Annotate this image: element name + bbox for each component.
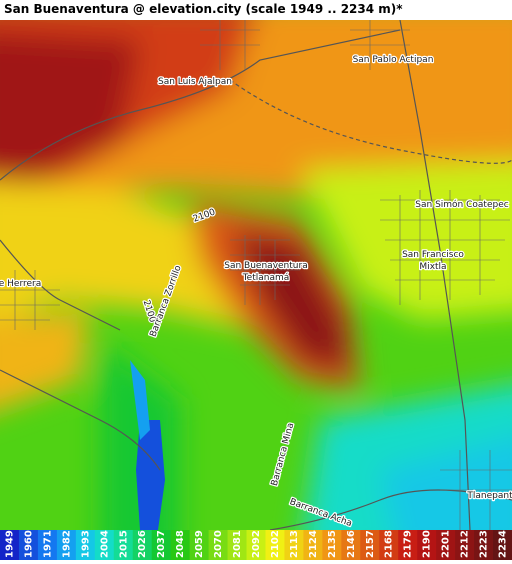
legend-label: 1993: [80, 530, 91, 558]
place-label: Tetlanamá: [242, 273, 290, 283]
legend-label: 2223: [479, 530, 490, 558]
place-label: e Herrera: [0, 279, 41, 289]
legend-label: 2092: [251, 530, 262, 558]
place-label: San Pablo Actipan: [353, 55, 434, 65]
place-label: Mixtla: [419, 262, 446, 272]
legend-swatch: [113, 530, 134, 560]
legend-label: 2135: [327, 530, 338, 558]
legend-label: 2234: [498, 530, 509, 558]
legend-label: 2124: [308, 530, 319, 558]
place-label: Tlanepant: [466, 491, 512, 501]
legend-swatch: [227, 530, 248, 560]
legend-swatch: [303, 530, 323, 560]
legend-label: 1971: [42, 530, 53, 558]
legend-swatch: [379, 530, 399, 560]
legend-label: 2113: [289, 530, 300, 558]
legend-swatch: [436, 530, 456, 560]
streets: [0, 20, 512, 530]
legend-swatch: [360, 530, 380, 560]
legend-swatch: [322, 530, 342, 560]
legend-swatch: [455, 530, 475, 560]
title: San Buenaventura @ elevation.city (scale…: [4, 2, 403, 16]
legend-label: 2015: [118, 530, 129, 558]
legend-label: 2190: [422, 530, 433, 558]
legend-swatch: [208, 530, 229, 560]
legend-label: 2081: [232, 530, 243, 558]
legend-label: 2179: [403, 530, 414, 558]
legend-label: 2168: [384, 530, 395, 558]
legend-swatch: [0, 530, 20, 560]
place-label: San Luis Ajalpan: [158, 77, 232, 87]
legend-swatch: [284, 530, 304, 560]
legend-swatch: [417, 530, 437, 560]
legend-swatch: [189, 530, 210, 560]
place-label: San Buenaventura: [224, 261, 307, 271]
legend-label: 2004: [99, 530, 110, 558]
legend-label: 2157: [365, 530, 376, 558]
legend-swatch: [341, 530, 361, 560]
place-label: San Simón Coatepec: [415, 199, 508, 210]
legend-label: 1960: [23, 530, 34, 558]
legend-swatch: [18, 530, 39, 560]
legend-swatch: [132, 530, 153, 560]
legend-label: 1949: [4, 530, 15, 558]
legend-swatch: [493, 530, 512, 560]
legend-label: 2212: [460, 530, 471, 558]
legend-swatch: [246, 530, 266, 560]
legend-label: 1982: [61, 530, 72, 558]
legend-label: 2201: [441, 530, 452, 558]
legend-label: 2048: [175, 530, 186, 558]
legend-swatch: [474, 530, 494, 560]
legend-swatch: [151, 530, 172, 560]
legend-swatch: [170, 530, 191, 560]
place-label: San Francisco: [402, 250, 464, 260]
legend-swatch: [94, 530, 115, 560]
legend-swatch: [37, 530, 58, 560]
legend-label: 2059: [194, 530, 205, 558]
legend-label: 2146: [346, 530, 357, 558]
legend-label: 2026: [137, 530, 148, 558]
legend-swatch: [265, 530, 285, 560]
roads: [0, 20, 512, 530]
legend-label: 2070: [213, 530, 224, 558]
legend-swatch: [56, 530, 77, 560]
legend-swatch: [398, 530, 418, 560]
legend-swatch: [75, 530, 96, 560]
legend-label: 2102: [270, 530, 281, 558]
legend-label: 2037: [156, 530, 167, 558]
